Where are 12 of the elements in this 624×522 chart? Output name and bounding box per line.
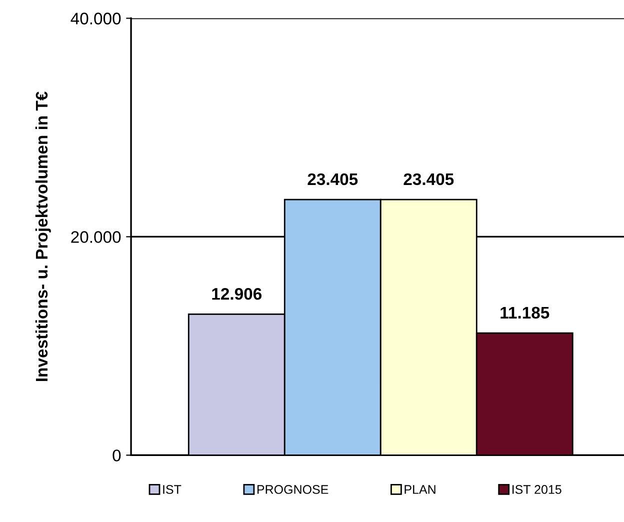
- data-label: 12.906: [212, 288, 262, 300]
- y-tick-label: 40.000: [70, 12, 121, 24]
- legend-label: IST 2015: [512, 485, 562, 494]
- y-tick-label: 0: [112, 450, 121, 462]
- legend-label: IST: [163, 485, 182, 494]
- data-label: 11.185: [500, 306, 550, 319]
- legend-label: PROGNOSE: [257, 485, 328, 494]
- y-tick-label: 20.000: [71, 231, 121, 243]
- data-label: 23.405: [404, 173, 454, 186]
- y-axis-title: Investitions- u. Projektvolumen in T€: [35, 92, 51, 381]
- legend-label: PLAN: [404, 485, 436, 494]
- data-label: 23.405: [308, 173, 358, 186]
